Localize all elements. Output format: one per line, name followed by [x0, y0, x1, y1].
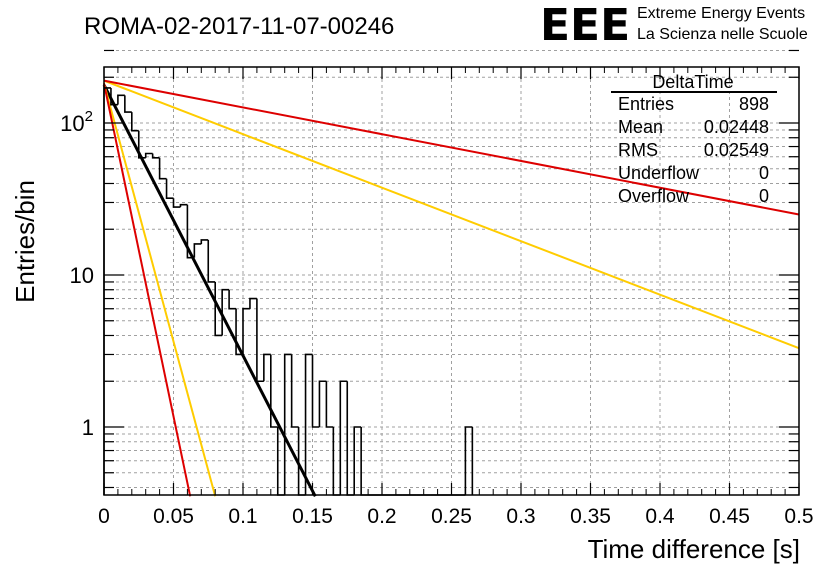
histogram-bin	[158, 157, 167, 180]
stats-row-value: 898	[739, 94, 769, 114]
histogram-bin	[200, 239, 209, 244]
histogram-bin	[117, 94, 125, 105]
x-tick-label: 0.2	[367, 505, 396, 528]
x-tick-label: 0.45	[709, 505, 750, 528]
y-tick-label: 1	[82, 415, 94, 440]
axis-ticks: 0 0.05 0.1 0.15 0.2 0.25 0.3 0.35 0.4 0.45 0.5 1 10 1…	[60, 49, 814, 528]
x-tick-label: 0.4	[645, 505, 675, 528]
histogram-bin	[339, 380, 348, 495]
histogram-bin	[228, 289, 237, 310]
histogram-bin	[144, 152, 153, 158]
eee-logo: EEE Extreme Energy Events La Scienza nel…	[540, 0, 808, 51]
histogram-bin	[290, 354, 299, 428]
x-tick-label: 0	[98, 505, 110, 528]
fit-line	[102, 84, 317, 497]
histogram-bin	[172, 198, 181, 208]
x-tick-label: 0.15	[292, 505, 333, 528]
y-axis-label: Entries/bin	[10, 180, 40, 303]
histogram-bin	[124, 95, 132, 113]
stats-row-label: Mean	[618, 117, 663, 137]
fit-line	[103, 83, 217, 497]
y-tick-label: 10	[70, 263, 94, 288]
stats-row-value: 0	[759, 186, 769, 206]
x-tick-label: 0.1	[228, 505, 257, 528]
x-tick-label: 0.3	[506, 505, 535, 528]
histogram-bin	[283, 353, 292, 495]
fit-line	[103, 83, 192, 497]
histogram-bin	[270, 354, 278, 428]
histogram-bin	[207, 239, 216, 283]
stats-row-label: RMS	[618, 140, 658, 160]
stats-row-value: 0.02448	[704, 117, 769, 137]
stats-box: DeltaTime Entries 898 Mean 0.02448 RMS 0.0254…	[611, 72, 777, 206]
histogram-bin	[235, 308, 243, 356]
eee-logo-letters: EEE	[540, 0, 630, 51]
fit-line	[103, 79, 800, 216]
eee-logo-line2: La Scienza nelle Scuole	[637, 26, 808, 43]
histogram-bin	[325, 381, 334, 428]
histogram-bin	[131, 112, 139, 132]
histogram-bin	[214, 281, 223, 337]
eee-logo-line1: Extreme Energy Events	[637, 5, 805, 22]
histogram-bin	[137, 130, 146, 159]
stats-row-label: Entries	[618, 94, 674, 114]
x-axis-label: Time difference [s]	[588, 534, 800, 564]
chart-title: ROMA-02-2017-11-07-00246	[84, 13, 394, 40]
histogram-bin	[249, 297, 257, 309]
histogram-bin	[318, 380, 327, 427]
histogram-bin	[256, 298, 264, 383]
histogram-bin	[110, 87, 118, 106]
stats-row-value: 0	[759, 163, 769, 183]
stats-row-value: 0.02549	[704, 140, 769, 160]
histogram-bin	[221, 288, 230, 336]
histogram-bin	[165, 178, 174, 200]
histogram-bin	[346, 381, 355, 496]
histogram-bin	[179, 203, 188, 208]
histogram-bin	[353, 426, 362, 495]
stats-title: DeltaTime	[652, 72, 733, 92]
x-tick-label: 0.05	[153, 505, 194, 528]
stats-row-label: Overflow	[618, 186, 690, 206]
histogram-bin	[311, 354, 320, 428]
histogram-bin	[304, 353, 313, 495]
x-tick-label: 0.5	[784, 505, 813, 528]
y-tick-label: 102	[60, 108, 93, 136]
stats-row-label: Underflow	[618, 163, 700, 183]
histogram-bin	[193, 243, 202, 258]
fit-line	[103, 79, 800, 350]
histogram-bin	[263, 353, 271, 382]
histogram-bin	[464, 426, 473, 495]
histogram-bin	[186, 204, 195, 259]
histogram-bin	[242, 307, 250, 355]
x-tick-label: 0.25	[431, 505, 472, 528]
histogram-bin	[151, 153, 160, 159]
x-tick-label: 0.35	[570, 505, 611, 528]
